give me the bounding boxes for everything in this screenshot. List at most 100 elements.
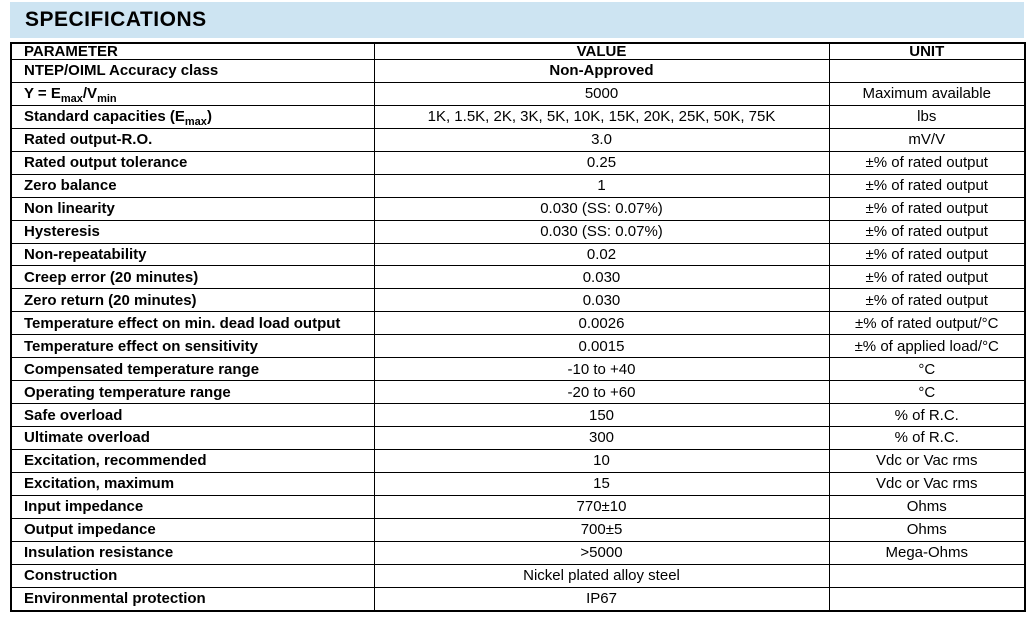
- value-cell: 0.25: [373, 150, 830, 175]
- value-cell: 0.030 (SS: 0.07%): [373, 196, 830, 221]
- column-header-value: VALUE: [373, 42, 830, 60]
- parameter-cell: Input impedance: [10, 494, 375, 519]
- parameter-cell: Y = Emax/Vmin: [10, 81, 375, 106]
- unit-cell: °C: [828, 357, 1026, 382]
- table-row: Construction Nickel plated alloy steel: [10, 563, 1026, 588]
- parameter-cell: Non-repeatability: [10, 242, 375, 267]
- parameter-cell: Output impedance: [10, 517, 375, 542]
- unit-cell: ±% of rated output: [828, 288, 1026, 313]
- value-cell: 10: [373, 448, 830, 473]
- section-header: SPECIFICATIONS: [10, 2, 1024, 38]
- table-row: Input impedance 770±10 Ohms: [10, 494, 1026, 519]
- value-cell: 0.030 (SS: 0.07%): [373, 219, 830, 244]
- value-cell: 5000: [373, 81, 830, 106]
- value-cell: 1K, 1.5K, 2K, 3K, 5K, 10K, 15K, 20K, 25K…: [373, 104, 830, 129]
- value-cell: 700±5: [373, 517, 830, 542]
- value-cell: -10 to +40: [373, 357, 830, 382]
- parameter-cell: Temperature effect on sensitivity: [10, 334, 375, 359]
- parameter-cell: Creep error (20 minutes): [10, 265, 375, 290]
- unit-cell: ±% of rated output/°C: [828, 311, 1026, 336]
- parameter-cell: Zero return (20 minutes): [10, 288, 375, 313]
- table-row: Rated output tolerance 0.25 ±% of rated ou…: [10, 150, 1026, 175]
- parameter-cell: NTEP/OIML Accuracy class: [10, 59, 375, 83]
- unit-cell: ±% of rated output: [828, 219, 1026, 244]
- unit-cell: ±% of rated output: [828, 173, 1026, 198]
- unit-cell: ±% of rated output: [828, 242, 1026, 267]
- value-cell: -20 to +60: [373, 380, 830, 405]
- table-body: NTEP/OIML Accuracy class Non-Approved Y = …: [10, 59, 1026, 612]
- value-cell: 0.0015: [373, 334, 830, 359]
- table-row: Operating temperature range -20 to +60 °C: [10, 380, 1026, 405]
- table-row: Output impedance 700±5 Ohms: [10, 517, 1026, 542]
- table-row: Hysteresis 0.030 (SS: 0.07%) ±% of rated o…: [10, 219, 1026, 244]
- value-cell: 0.0026: [373, 311, 830, 336]
- parameter-cell: Hysteresis: [10, 219, 375, 244]
- unit-cell: ±% of rated output: [828, 196, 1026, 221]
- value-cell: 15: [373, 471, 830, 496]
- unit-cell: Maximum available: [828, 81, 1026, 106]
- value-cell: 1: [373, 173, 830, 198]
- parameter-cell: Compensated temperature range: [10, 357, 375, 382]
- table-row: Environmental protection IP67: [10, 586, 1026, 612]
- parameter-cell: Excitation, recommended: [10, 448, 375, 473]
- table-row: Standard capacities (Emax) 1K, 1.5K, 2K, …: [10, 104, 1026, 129]
- table-row: Compensated temperature range -10 to +40 °…: [10, 357, 1026, 382]
- parameter-cell: Ultimate overload: [10, 426, 375, 450]
- unit-cell: Vdc or Vac rms: [828, 471, 1026, 496]
- unit-cell: ±% of rated output: [828, 265, 1026, 290]
- unit-cell: % of R.C.: [828, 403, 1026, 427]
- table-row: Insulation resistance >5000 Mega-Ohms: [10, 540, 1026, 565]
- value-cell: IP67: [373, 586, 830, 612]
- unit-cell: [828, 586, 1026, 612]
- table-row: Excitation, maximum 15 Vdc or Vac rms: [10, 471, 1026, 496]
- parameter-cell: Operating temperature range: [10, 380, 375, 405]
- page-title: SPECIFICATIONS: [25, 8, 207, 31]
- table-row: NTEP/OIML Accuracy class Non-Approved: [10, 59, 1026, 83]
- table-row: Creep error (20 minutes) 0.030 ±% of rated…: [10, 265, 1026, 290]
- parameter-cell: Insulation resistance: [10, 540, 375, 565]
- parameter-cell: Safe overload: [10, 403, 375, 427]
- unit-cell: ±% of rated output: [828, 150, 1026, 175]
- table-row: Zero return (20 minutes) 0.030 ±% of rated…: [10, 288, 1026, 313]
- parameter-cell: Zero balance: [10, 173, 375, 198]
- parameter-cell: Non linearity: [10, 196, 375, 221]
- unit-cell: [828, 563, 1026, 588]
- parameter-cell: Rated output tolerance: [10, 150, 375, 175]
- value-cell: >5000: [373, 540, 830, 565]
- value-cell: 300: [373, 426, 830, 450]
- value-cell: Nickel plated alloy steel: [373, 563, 830, 588]
- column-header-unit: UNIT: [828, 42, 1026, 60]
- column-header-parameter: PARAMETER: [10, 42, 375, 60]
- table-row: Temperature effect on sensitivity 0.0015 ±…: [10, 334, 1026, 359]
- table-header-row: PARAMETER VALUE UNIT: [10, 42, 1026, 60]
- unit-cell: % of R.C.: [828, 426, 1026, 450]
- unit-cell: ±% of applied load/°C: [828, 334, 1026, 359]
- value-cell: 150: [373, 403, 830, 427]
- parameter-cell: Rated output-R.O.: [10, 127, 375, 152]
- table-row: Safe overload 150% of R.C.: [10, 403, 1026, 427]
- table-row: Non-repeatability 0.02 ±% of rated output: [10, 242, 1026, 267]
- unit-cell: lbs: [828, 104, 1026, 129]
- value-cell: 0.030: [373, 265, 830, 290]
- value-cell: 3.0: [373, 127, 830, 152]
- unit-cell: Vdc or Vac rms: [828, 448, 1026, 473]
- table-row: Rated output-R.O. 3.0 mV/V: [10, 127, 1026, 152]
- table-row: Non linearity 0.030 (SS: 0.07%) ±% of rate…: [10, 196, 1026, 221]
- unit-cell: [828, 59, 1026, 83]
- unit-cell: Mega-Ohms: [828, 540, 1026, 565]
- parameter-cell: Standard capacities (Emax): [10, 104, 375, 129]
- parameter-cell: Construction: [10, 563, 375, 588]
- specifications-table: PARAMETER VALUE UNIT NTEP/OIML Accuracy cl…: [10, 42, 1026, 612]
- value-cell: 0.02: [373, 242, 830, 267]
- unit-cell: mV/V: [828, 127, 1026, 152]
- table-row: Temperature effect on min. dead load out…: [10, 311, 1026, 336]
- unit-cell: °C: [828, 380, 1026, 405]
- table-row: Excitation, recommended 10 Vdc or Vac rms: [10, 448, 1026, 473]
- parameter-cell: Temperature effect on min. dead load out…: [10, 311, 375, 336]
- unit-cell: Ohms: [828, 494, 1026, 519]
- parameter-cell: Environmental protection: [10, 586, 375, 612]
- parameter-cell: Excitation, maximum: [10, 471, 375, 496]
- unit-cell: Ohms: [828, 517, 1026, 542]
- value-cell: Non-Approved: [373, 59, 830, 83]
- table-row: Y = Emax/Vmin 5000 Maximum available: [10, 81, 1026, 106]
